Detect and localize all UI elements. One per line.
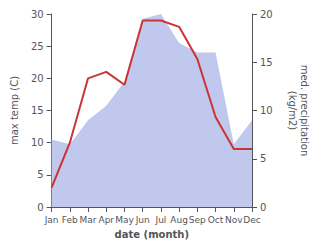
svg-text:0: 0 xyxy=(37,202,43,213)
svg-text:30: 30 xyxy=(31,9,44,20)
svg-text:Dec: Dec xyxy=(243,215,260,225)
svg-text:Feb: Feb xyxy=(62,215,78,225)
svg-text:med. precipitation: med. precipitation xyxy=(299,65,310,157)
svg-text:15: 15 xyxy=(260,57,273,68)
svg-text:Oct: Oct xyxy=(208,215,224,225)
svg-text:May: May xyxy=(115,215,134,225)
svg-text:Aug: Aug xyxy=(170,215,188,225)
svg-text:Apr: Apr xyxy=(98,215,114,225)
svg-text:(kg/m2): (kg/m2) xyxy=(287,91,298,131)
svg-text:0: 0 xyxy=(260,202,266,213)
svg-text:Mar: Mar xyxy=(80,215,97,225)
svg-text:Jan: Jan xyxy=(44,215,59,225)
svg-text:10: 10 xyxy=(260,105,273,116)
svg-text:Jul: Jul xyxy=(154,215,166,225)
svg-text:5: 5 xyxy=(260,153,266,164)
svg-text:date (month): date (month) xyxy=(115,229,189,240)
svg-text:Jun: Jun xyxy=(135,215,150,225)
svg-text:Nov: Nov xyxy=(225,215,243,225)
svg-text:15: 15 xyxy=(31,105,44,116)
svg-text:5: 5 xyxy=(37,169,43,180)
svg-text:Sep: Sep xyxy=(189,215,206,225)
svg-text:25: 25 xyxy=(31,41,44,52)
svg-text:10: 10 xyxy=(31,137,44,148)
svg-text:20: 20 xyxy=(31,73,44,84)
svg-text:20: 20 xyxy=(260,9,273,20)
svg-text:max temp (C): max temp (C) xyxy=(9,76,20,145)
